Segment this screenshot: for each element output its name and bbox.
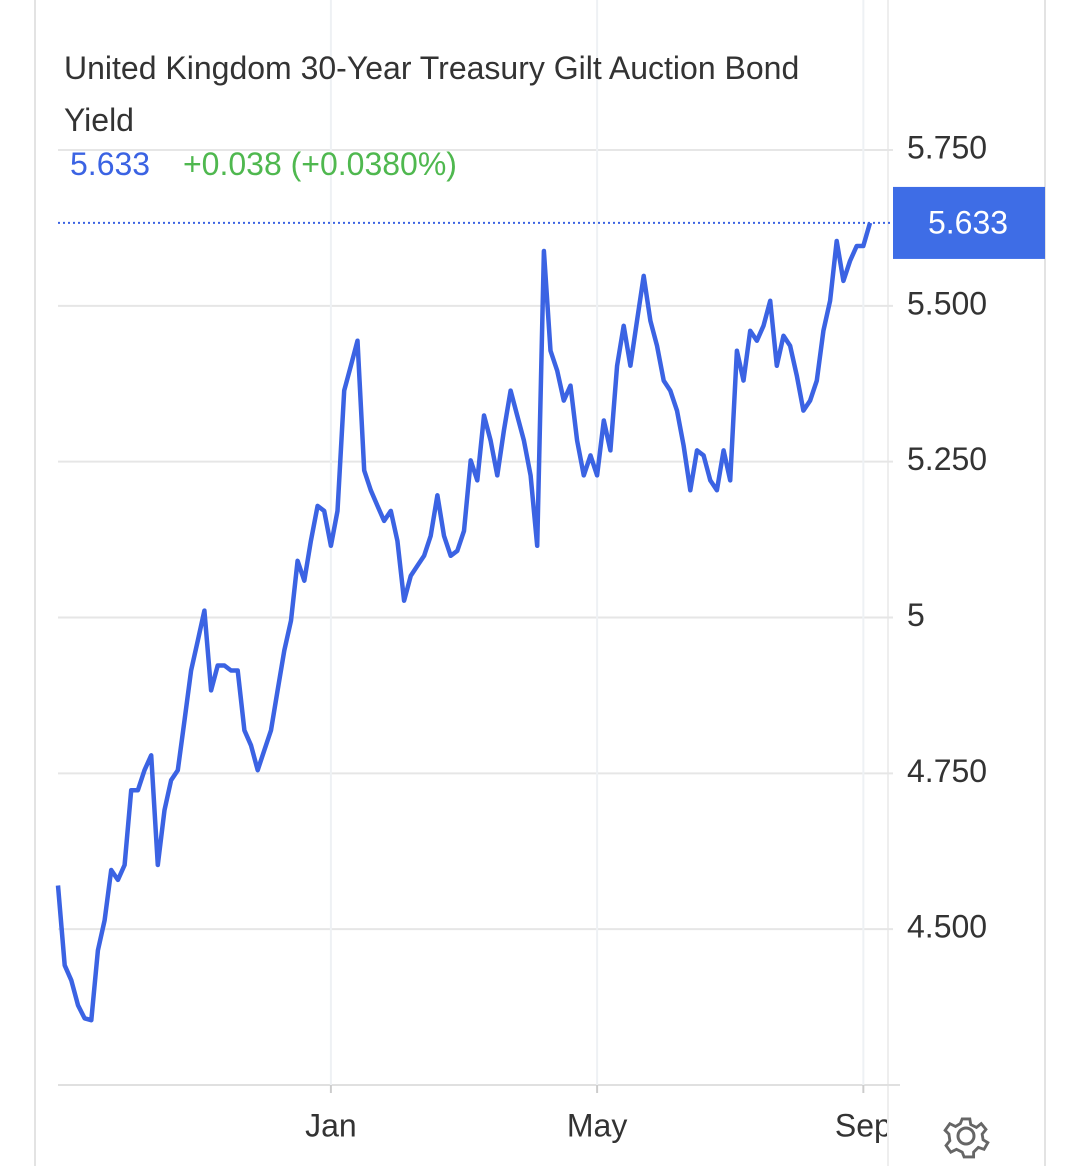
y-tick-label: 4.750 bbox=[907, 753, 987, 789]
x-labels: Jan May Sep bbox=[305, 1107, 892, 1143]
x-tick-label: May bbox=[567, 1107, 627, 1143]
x-tick-label: Sep bbox=[835, 1107, 892, 1143]
header-values: 5.633 +0.038 (+0.0380%) bbox=[70, 146, 457, 183]
y-tick-label: 5.250 bbox=[907, 441, 987, 477]
last-value-box bbox=[893, 186, 1045, 259]
y-tick-label: 5.750 bbox=[907, 129, 987, 165]
y-tick-label: 4.500 bbox=[907, 909, 987, 945]
line bbox=[55, 222, 873, 1023]
current-value: 5.633 bbox=[70, 146, 151, 182]
y-tick-label: 5 bbox=[907, 597, 925, 633]
change: +0.038 (+0.0380%) bbox=[182, 146, 457, 182]
x-tick-label: Jan bbox=[305, 1107, 357, 1143]
y-tick-label: 5.500 bbox=[907, 285, 987, 321]
last-value-label: 5.633 bbox=[928, 204, 1008, 240]
settings-icon[interactable] bbox=[943, 1117, 990, 1159]
chart-title: United Kingdom 30-Year Treasury Gilt Auc… bbox=[64, 50, 800, 138]
